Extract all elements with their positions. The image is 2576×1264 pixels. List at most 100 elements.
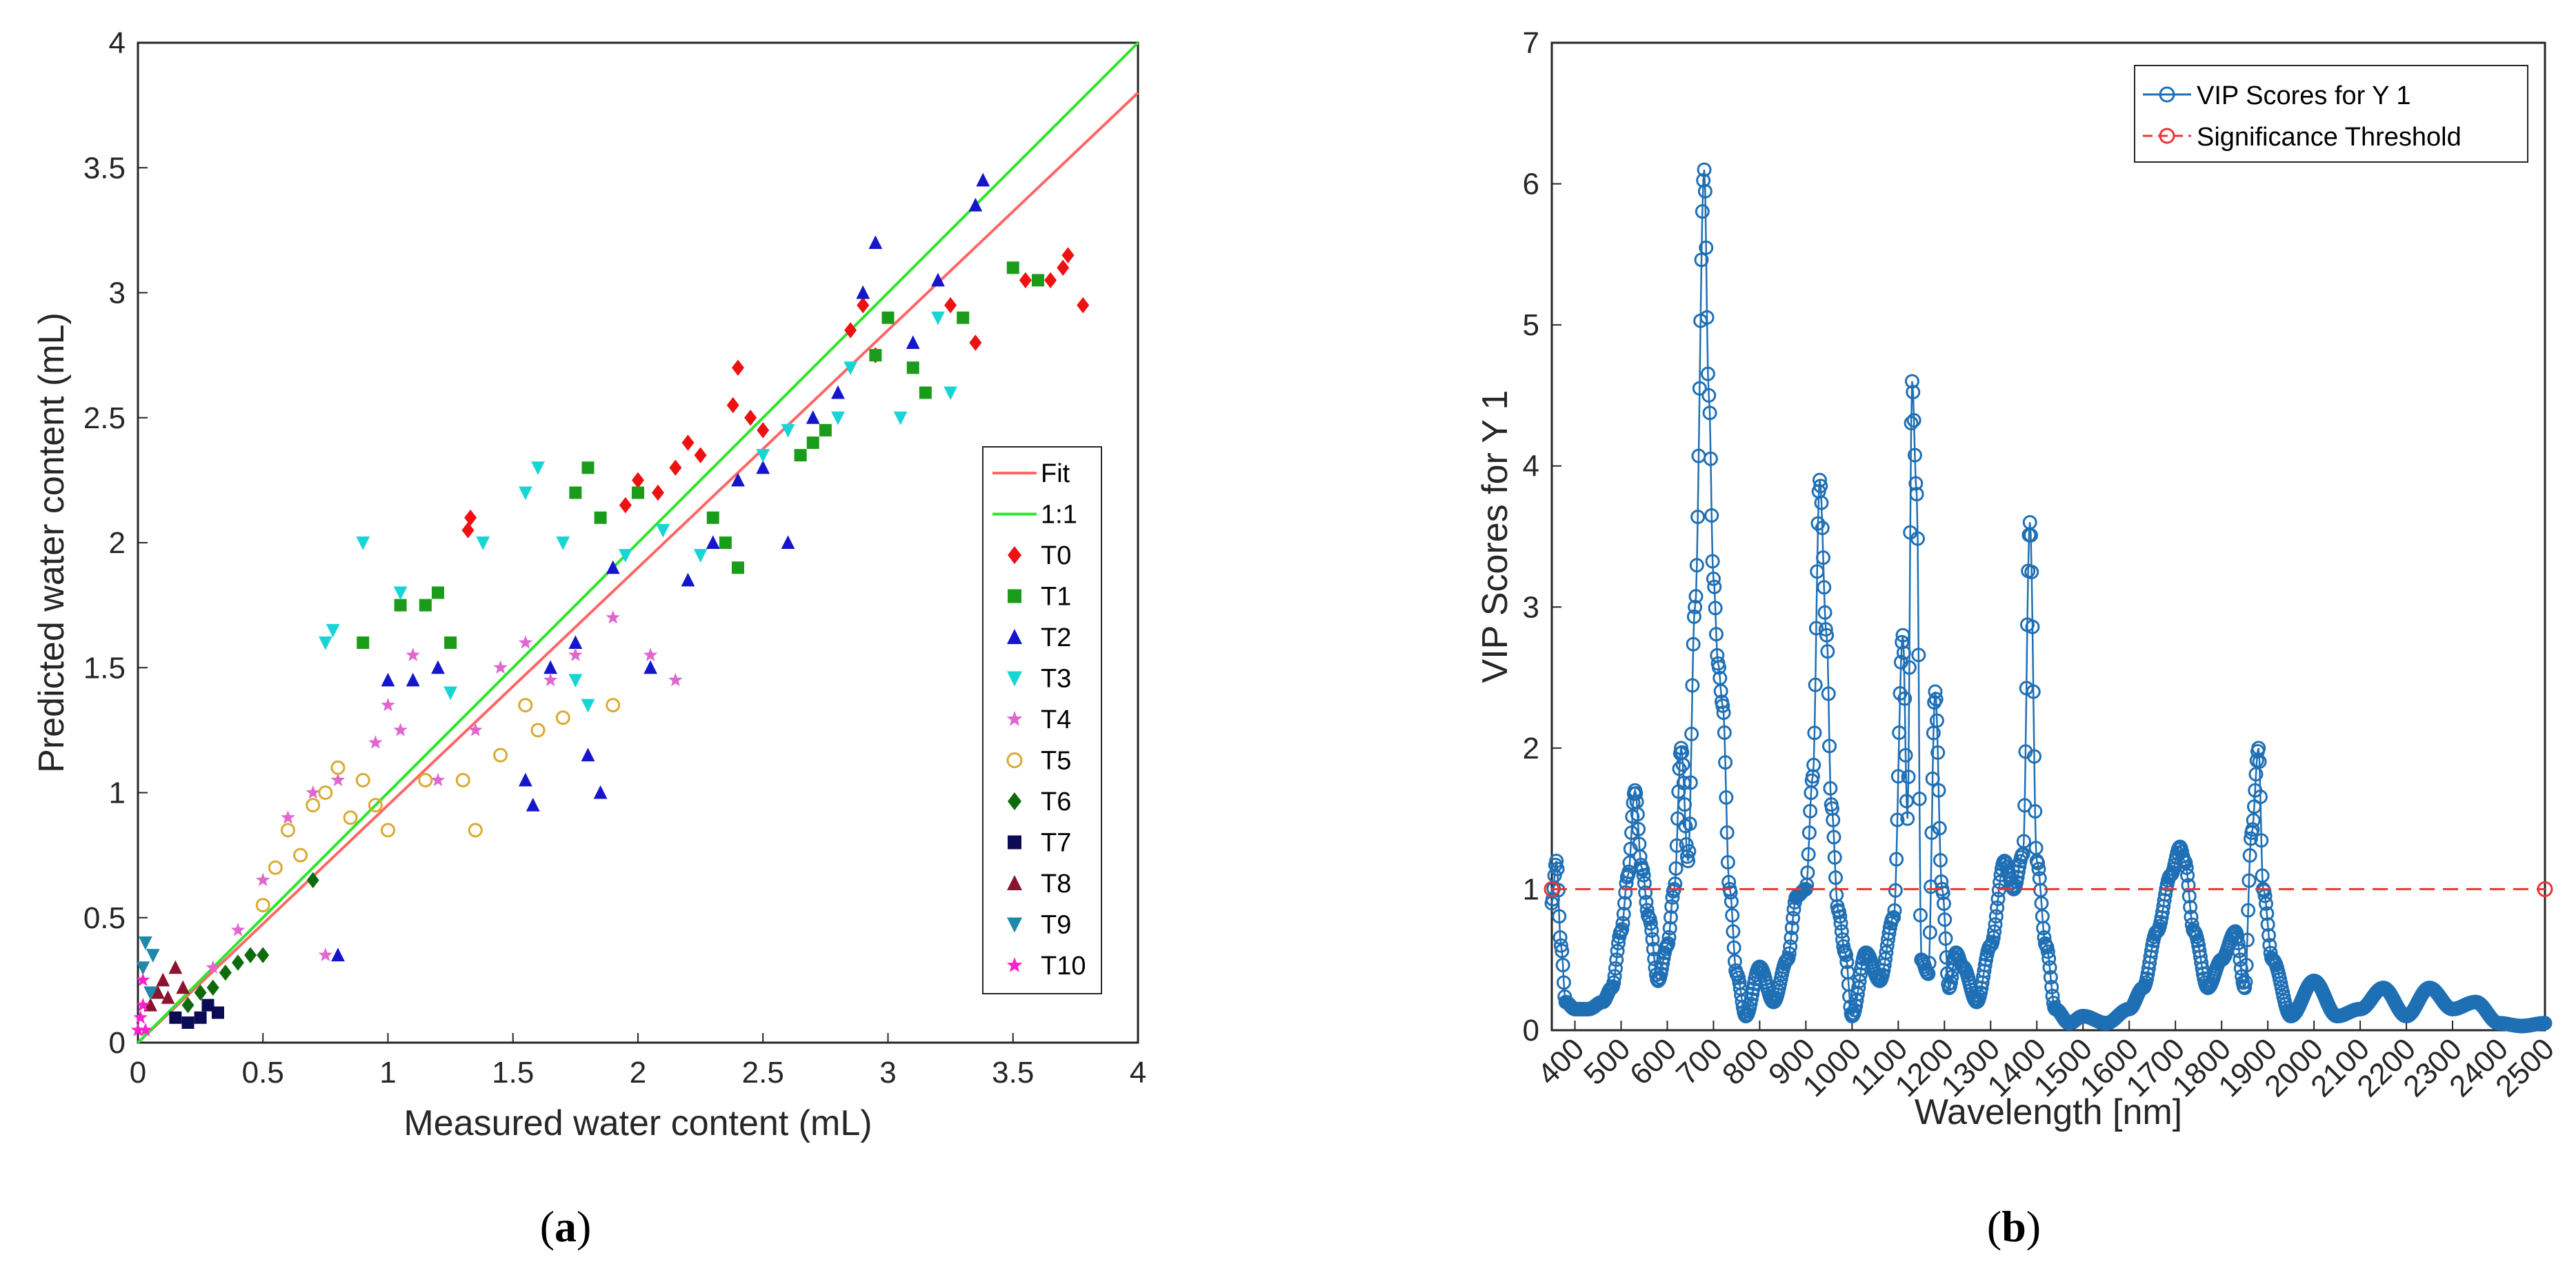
panel-b-vip-point	[1744, 992, 1759, 1007]
panel-a-point-t3	[568, 674, 583, 688]
panel-b-y-tick-label: 4	[1523, 450, 1539, 483]
panel-b-vip-point	[1828, 870, 1843, 885]
panel-b-vip-point	[1664, 899, 1679, 914]
panel-b-vip-point	[1805, 769, 1820, 784]
panel-b-vip-point	[1663, 910, 1678, 925]
panel-a-point-t5	[418, 772, 433, 788]
panel-b-vip-point	[1921, 956, 1937, 971]
panel-b-vip-point	[1724, 894, 1739, 909]
panel-b-vip-point	[2026, 684, 2041, 699]
panel-b-vip-point	[1718, 755, 1733, 770]
panel-b-vip-point	[1618, 885, 1633, 900]
panel-a-point-t1	[719, 536, 732, 549]
panel-a-legend-label: 1:1	[1041, 501, 1077, 530]
panel-a-x-tick-label: 4	[1130, 1056, 1146, 1090]
panel-b-vip-point	[1636, 867, 1651, 883]
panel-b-vip-point	[1910, 531, 1925, 546]
panel-b-vip-point	[2016, 834, 2031, 849]
panel-a-point-t3	[581, 699, 595, 713]
panel-b-vip-point	[1904, 416, 1919, 431]
panel-b-vip-point	[1609, 952, 1624, 967]
panel-b-vip-point	[1900, 811, 1915, 826]
panel-b-x-tick-label: 800	[1716, 1032, 1776, 1092]
panel-a-point-t8	[161, 990, 175, 1004]
panel-a-point-t5	[606, 698, 621, 713]
panel-b-vip-point	[2025, 619, 2040, 634]
panel-b-vip-point	[2017, 798, 2033, 813]
panel-b-vip-point	[2239, 958, 2254, 973]
panel-b-vip-point	[1608, 961, 1623, 976]
panel-b-vip-point	[2026, 749, 2041, 764]
panel-b-vip-point	[1704, 508, 1719, 523]
panel-b-vip-point	[1801, 847, 1816, 862]
panel-a-point-t2	[381, 672, 395, 687]
panel-b-vip-point	[1688, 589, 1704, 604]
panel-b-vip-point	[2040, 944, 2055, 959]
panel-a-point-t5	[493, 748, 508, 763]
panel-a-legend-marker	[1007, 875, 1022, 890]
panel-a-legend-marker	[1007, 917, 1022, 933]
panel-b-vip-point	[2037, 930, 2052, 945]
panel-a-legend-marker	[1007, 629, 1022, 644]
panel-b-vip-point	[2144, 943, 2159, 959]
panel-b-vip-point	[1823, 781, 1838, 796]
panel-a-legend-marker	[1008, 546, 1021, 564]
panel-a-legend-label: T2	[1041, 623, 1071, 652]
panel-a-point-t0	[1077, 297, 1090, 314]
panel-a-point-t2	[606, 560, 620, 574]
panel-b-vip-point	[1990, 900, 2005, 915]
panel-a-point-t2	[526, 797, 540, 812]
panel-a-legend-marker	[1008, 589, 1021, 603]
panel-b-vip-point	[1977, 958, 1993, 973]
panel-b-vip-point	[1818, 622, 1833, 637]
panel-a-point-t2	[868, 235, 883, 249]
panel-b-vip-point	[1682, 816, 1697, 832]
panel-a-point-t6	[257, 947, 270, 963]
panel-b-vip-point	[1720, 854, 1735, 870]
panel-a-point-t4	[330, 772, 346, 787]
panel-b-vip-point	[2023, 528, 2038, 543]
panel-b-threshold-point	[2537, 881, 2553, 897]
panel-b-vip-point	[1681, 843, 1697, 859]
panel-b-vip-point	[1697, 183, 1713, 199]
panel-a-legend-marker	[1007, 671, 1022, 687]
panel-b-vip-point	[1819, 628, 1835, 643]
panel-a-legend-label: T1	[1041, 583, 1071, 612]
panel-b-vip-point	[1909, 487, 1924, 502]
panel-b-vip-point	[1827, 850, 1842, 865]
panel-a-point-t10	[138, 1023, 153, 1036]
panel-b-vip-point	[1826, 812, 1841, 827]
panel-b-vip-point	[1921, 966, 1936, 981]
panel-a-legend-label: T3	[1041, 665, 1071, 694]
panel-b-vip-point	[1834, 924, 1849, 939]
panel-a-point-t5	[318, 785, 333, 800]
panel-a-point-t3	[518, 486, 532, 501]
panel-a-point-t5	[555, 710, 570, 725]
panel-a-x-tick-label: 0.5	[242, 1056, 284, 1090]
panel-b-vip-point	[2243, 831, 2258, 846]
panel-b-vip-point	[1808, 621, 1824, 636]
panel-a-point-t10	[130, 1023, 146, 1036]
panel-a-point-t1	[444, 636, 457, 649]
panel-b-vip-point	[1639, 903, 1655, 918]
panel-a-scatter-chart: 0 0.5 1 1.5 2 2.5 3 3.5 4 0 0.5 1 1.5 2 2.5 3 3.5 4 Measu…	[32, 26, 1146, 1143]
panel-b-vip-point	[1669, 838, 1684, 853]
panel-b-vip-point	[1988, 917, 2003, 932]
panel-a-y-tick-label: 2	[109, 526, 126, 560]
panel-b-vip-point	[1670, 811, 1686, 826]
panel-a-point-t7	[169, 1011, 182, 1024]
panel-a-point-t4	[468, 723, 483, 736]
panel-b-y-tick-label: 2	[1523, 732, 1539, 765]
panel-a-point-t4	[381, 697, 395, 712]
panel-a-point-t1	[732, 561, 744, 574]
panel-b-vip-point	[1817, 605, 1833, 620]
panel-b-lines	[1544, 162, 2553, 1034]
panel-a-point-t2	[731, 472, 745, 487]
panel-b-vip-point	[1897, 691, 1913, 706]
panel-a-y-tick-label: 2.5	[83, 401, 126, 435]
panel-b-vip-point	[1639, 894, 1654, 910]
panel-b-vip-point	[1937, 912, 1953, 927]
panel-b-vip-point	[1930, 745, 1946, 760]
panel-b-x-tick-label: 400	[1531, 1032, 1591, 1092]
panel-b-vip-point	[1746, 981, 1761, 996]
